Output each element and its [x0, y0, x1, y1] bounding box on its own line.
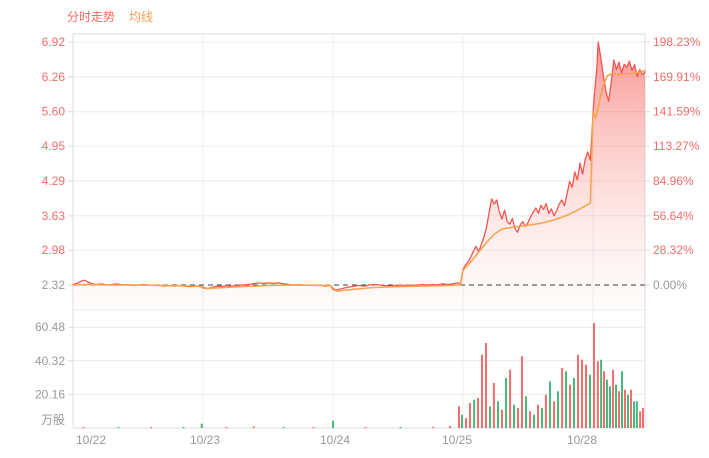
price-axis-label: 6.92 [42, 35, 66, 49]
volume-bar [596, 361, 599, 428]
volume-bar [505, 378, 507, 428]
volume-bar [627, 394, 629, 428]
volume-axis-label: 40.32 [35, 354, 65, 368]
volume-bar [630, 389, 632, 428]
volume-axis-label: 60.48 [35, 320, 65, 334]
x-axis-date-label: 10/28 [567, 433, 597, 447]
x-axis-date-label: 10/24 [320, 433, 350, 447]
volume-bar [481, 354, 483, 428]
volume-bar [513, 404, 515, 428]
volume-bar [544, 394, 547, 428]
pct-axis-label: 169.91% [653, 70, 701, 84]
volume-bar [573, 378, 575, 428]
volume-bar [541, 408, 543, 428]
volume-axis-label: 20.16 [35, 387, 65, 401]
volume-bar [585, 364, 587, 428]
volume-bar [477, 398, 479, 428]
volume-bar [461, 414, 463, 428]
legend-item-ma-line[interactable]: 均线 [129, 10, 154, 24]
volume-bar [485, 343, 487, 428]
volume-bar [606, 379, 608, 428]
pct-axis-label: 84.96% [653, 174, 694, 188]
volume-bar [82, 427, 85, 428]
volume-bar [517, 408, 519, 428]
pct-axis-label: 113.27% [653, 139, 700, 153]
volume-bar [609, 386, 611, 428]
volume-bar [624, 389, 626, 428]
volume-bar [639, 411, 642, 428]
volume-bar [600, 359, 603, 428]
volume-bar [282, 427, 285, 428]
volume-bar [150, 427, 152, 428]
volume-bar [332, 420, 334, 428]
volume-bar [615, 384, 617, 428]
volume-bar [497, 401, 499, 428]
volume-bar [492, 383, 495, 428]
volume-bar [529, 411, 531, 428]
price-axis-label: 5.60 [42, 105, 66, 119]
volume-bar [565, 371, 567, 428]
volume-bar [399, 427, 402, 428]
price-axis-label: 6.26 [42, 70, 66, 84]
volume-bar [553, 401, 555, 428]
volume-bar [473, 399, 476, 428]
price-axis-label: 2.98 [42, 243, 66, 257]
chart-legend: 分时走势 均线 [67, 9, 153, 25]
legend-item-price-line[interactable]: 分时走势 [67, 10, 116, 24]
volume-bar [603, 371, 605, 428]
volume-bar [252, 426, 255, 428]
volume-bar [469, 403, 471, 428]
volume-bar [557, 391, 559, 428]
volume-bar [537, 404, 539, 428]
volume-bar [549, 381, 551, 428]
ma-line [72, 69, 646, 293]
x-axis-date-label: 10/25 [442, 433, 472, 447]
volume-bar [635, 401, 638, 428]
price-area-fill [73, 42, 645, 310]
volume-bar [489, 406, 491, 428]
volume-bar [633, 401, 635, 428]
volume-bar [577, 354, 579, 428]
volume-bar [612, 369, 614, 428]
volume-bar [432, 426, 435, 428]
volume-bar [458, 406, 460, 428]
volume-bar [642, 408, 644, 428]
volume-bar [465, 418, 467, 428]
x-axis-date-label: 10/22 [76, 433, 106, 447]
volume-bar [225, 427, 228, 428]
volume-bar [501, 409, 503, 428]
volume-bar [509, 369, 512, 428]
volume-bar [449, 426, 451, 428]
volume-bar [117, 427, 120, 428]
volume-bar [581, 359, 583, 428]
pct-axis-label: 56.64% [653, 209, 694, 223]
volume-unit-label: 万股 [41, 413, 65, 427]
volume-bar [569, 384, 571, 428]
price-axis-label: 4.29 [42, 174, 66, 188]
volume-bar [593, 323, 595, 428]
volume-bar [312, 427, 315, 428]
volume-bar [182, 427, 185, 428]
volume-bar [561, 368, 564, 428]
volume-bar [618, 391, 620, 428]
pct-axis-label: 198.23% [653, 35, 701, 49]
volume-bar [364, 427, 367, 428]
volume-bar [521, 356, 523, 428]
x-axis-date-label: 10/23 [190, 433, 220, 447]
volume-bar [525, 396, 527, 428]
price-baseline-label: 2.32 [42, 278, 66, 292]
volume-bar [621, 371, 623, 428]
pct-baseline-label: 0.00% [653, 278, 687, 292]
price-axis-label: 3.63 [42, 209, 66, 223]
volume-bar [533, 414, 535, 428]
volume-bar [200, 423, 203, 428]
pct-axis-label: 141.59% [653, 105, 701, 119]
price-axis-label: 4.95 [42, 139, 66, 153]
pct-axis-label: 28.32% [653, 243, 694, 257]
volume-bar [589, 374, 591, 428]
